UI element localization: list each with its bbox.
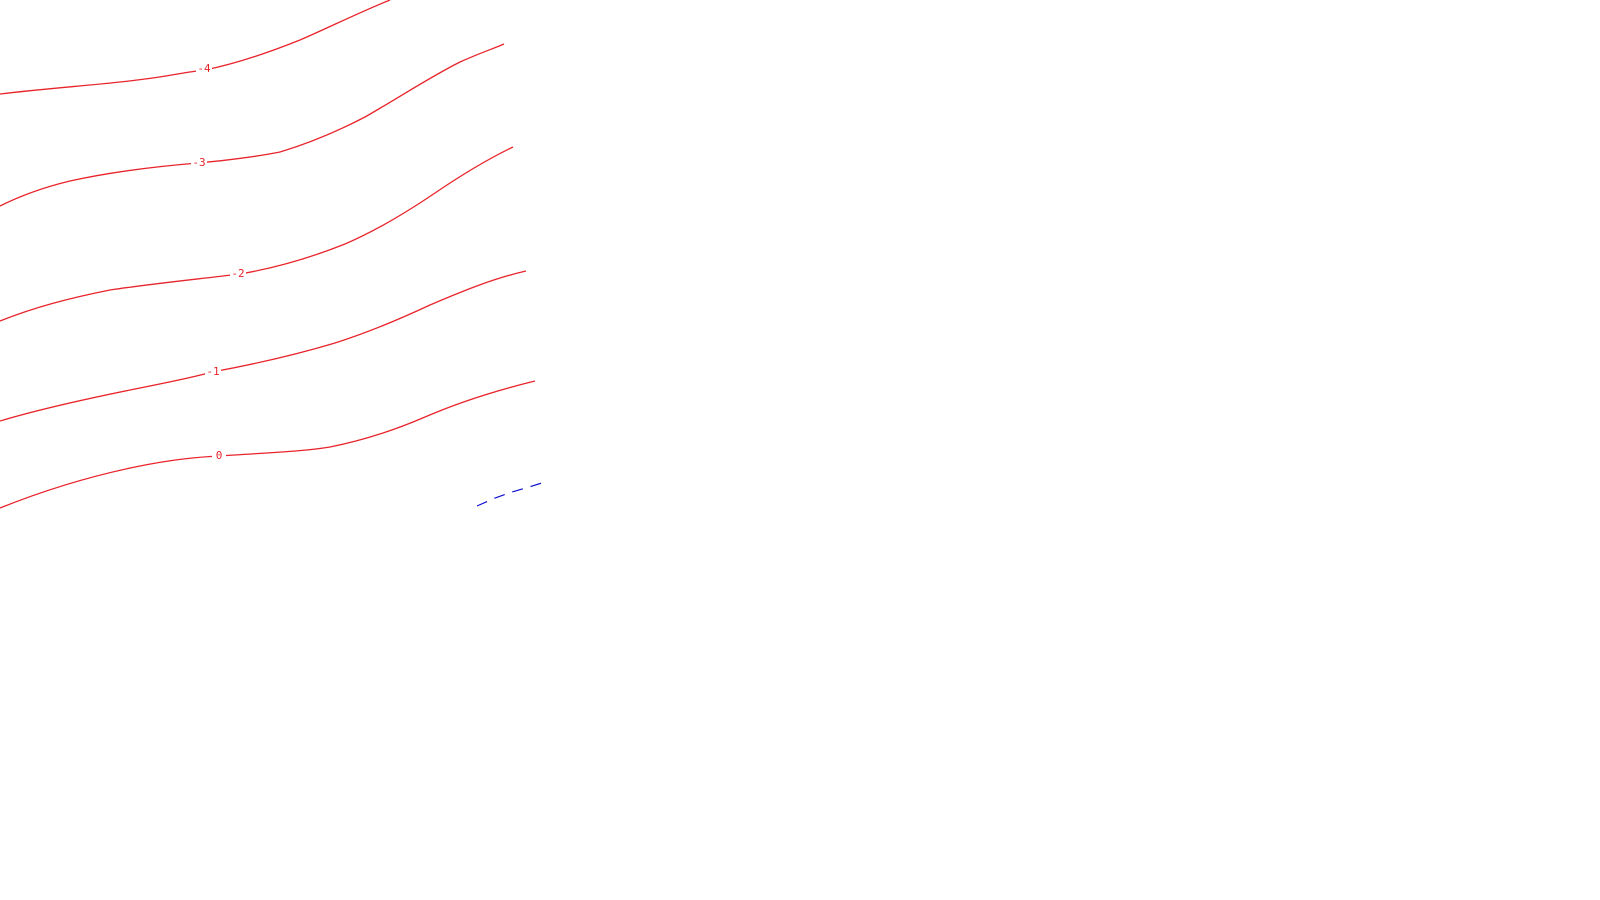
contour-line-minus-4 — [0, 0, 391, 95]
label-background — [205, 366, 221, 378]
contour-0: 0 — [0, 380, 536, 509]
contour-label-minus-3: -3 — [192, 156, 205, 169]
label-background — [191, 157, 207, 169]
label-background — [196, 63, 212, 75]
contour-line-minus-1 — [0, 270, 527, 422]
contour-label-0: 0 — [216, 449, 223, 462]
label-background — [230, 268, 246, 280]
label-background — [212, 450, 226, 462]
contour-line-minus-3 — [0, 43, 505, 207]
contour-label-minus-2: -2 — [231, 267, 244, 280]
contour-minus-2: -2 — [0, 146, 514, 322]
contour-line-minus-2 — [0, 146, 514, 322]
dashed-boundary-line — [476, 481, 546, 507]
contour-minus-4: -4 — [0, 0, 391, 95]
contour-label-minus-4: -4 — [197, 62, 211, 75]
contour-minus-1: -1 — [0, 270, 527, 422]
contour-label-minus-1: -1 — [206, 365, 219, 378]
contour-minus-3: -3 — [0, 43, 505, 207]
contour-line-0 — [0, 380, 536, 509]
